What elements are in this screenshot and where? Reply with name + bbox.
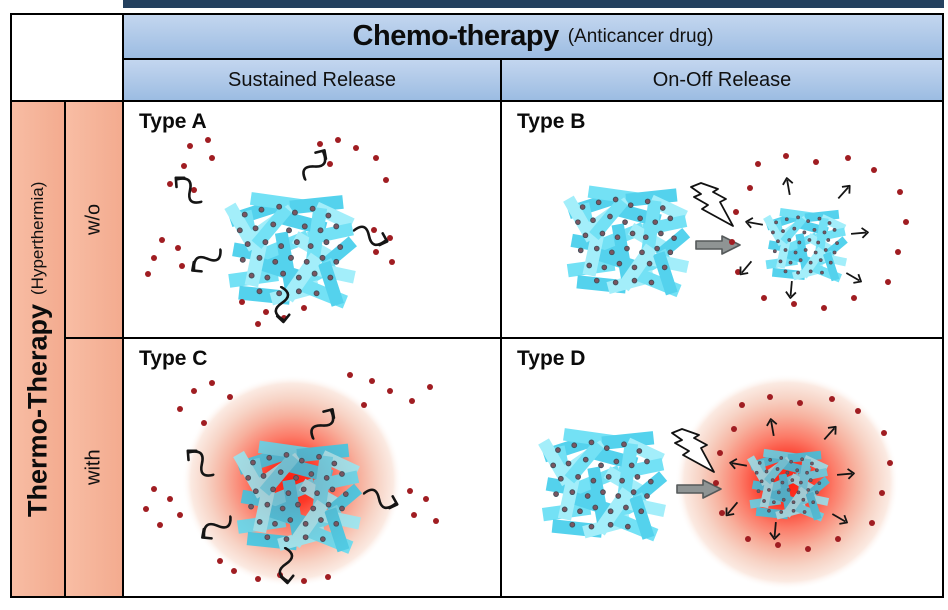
thermo-subtitle: (Hyperthermia): [28, 181, 47, 295]
type-b-label: Type B: [517, 110, 586, 133]
matrix-table: Chemo-therapy (Anticancer drug) Sustaine…: [10, 13, 944, 598]
hydrogel-mesh: [537, 427, 668, 542]
column-header-on-off-release: On-Off Release: [502, 60, 942, 100]
type-c-label: Type C: [139, 347, 208, 370]
release-arrow-icon: [744, 215, 765, 231]
on-off-release-label: On-Off Release: [652, 68, 792, 91]
type-a-label: Type A: [139, 110, 207, 133]
release-arrow-icon: [298, 145, 332, 185]
cell-type-a: Type A: [124, 102, 500, 337]
row-header-with: with: [66, 339, 122, 596]
chemo-subtitle: (Anticancer drug): [567, 25, 714, 47]
release-arrow-icon: [186, 243, 226, 277]
type-d-label: Type D: [517, 347, 586, 370]
release-arrow-icon: [849, 226, 870, 240]
release-arrow-icon: [833, 181, 855, 203]
release-arrow-icon: [784, 279, 798, 300]
release-arrow-icon: [842, 267, 865, 287]
type-c-illustration: [143, 372, 439, 587]
transition-arrow-icon: [695, 235, 741, 255]
type-b-illustration: [562, 153, 909, 311]
type-d-illustration: [537, 374, 899, 590]
released-drug-dots: [713, 394, 893, 552]
corner-empty-cell: [12, 15, 122, 100]
type-a-illustration: [145, 137, 395, 327]
chemo-therapy-header: Chemo-therapy (Anticancer drug): [124, 15, 942, 58]
released-drug-dots: [143, 372, 439, 584]
lightning-stimulus-icon: [690, 182, 734, 227]
shrunken-hydrogel-mesh: [762, 207, 849, 283]
cell-type-b: Type B: [502, 102, 942, 337]
row-header-without: w/o: [66, 102, 122, 337]
release-arrow-icon: [735, 257, 757, 279]
release-arrow-icon: [780, 176, 796, 197]
release-arrow-icon: [170, 171, 207, 209]
sustained-release-label: Sustained Release: [228, 68, 396, 91]
hydrogel-mesh: [223, 191, 358, 310]
chemo-title: Chemo-therapy: [352, 20, 560, 52]
cell-type-d: Type D: [502, 339, 942, 596]
column-header-sustained-release: Sustained Release: [124, 60, 500, 100]
released-drug-dots: [729, 153, 909, 311]
with-label: with: [82, 449, 105, 486]
thermo-title: Thermo-Therapy: [22, 303, 53, 517]
release-arrow-icon: [350, 222, 391, 250]
cell-type-c: Type C: [124, 339, 500, 596]
thermo-therapy-header: Thermo-Therapy (Hyperthermia): [12, 102, 64, 596]
released-drug-dots: [145, 137, 395, 327]
hydrogel-mesh: [562, 185, 691, 298]
without-label: w/o: [82, 203, 105, 236]
top-navy-strip: [123, 0, 944, 8]
